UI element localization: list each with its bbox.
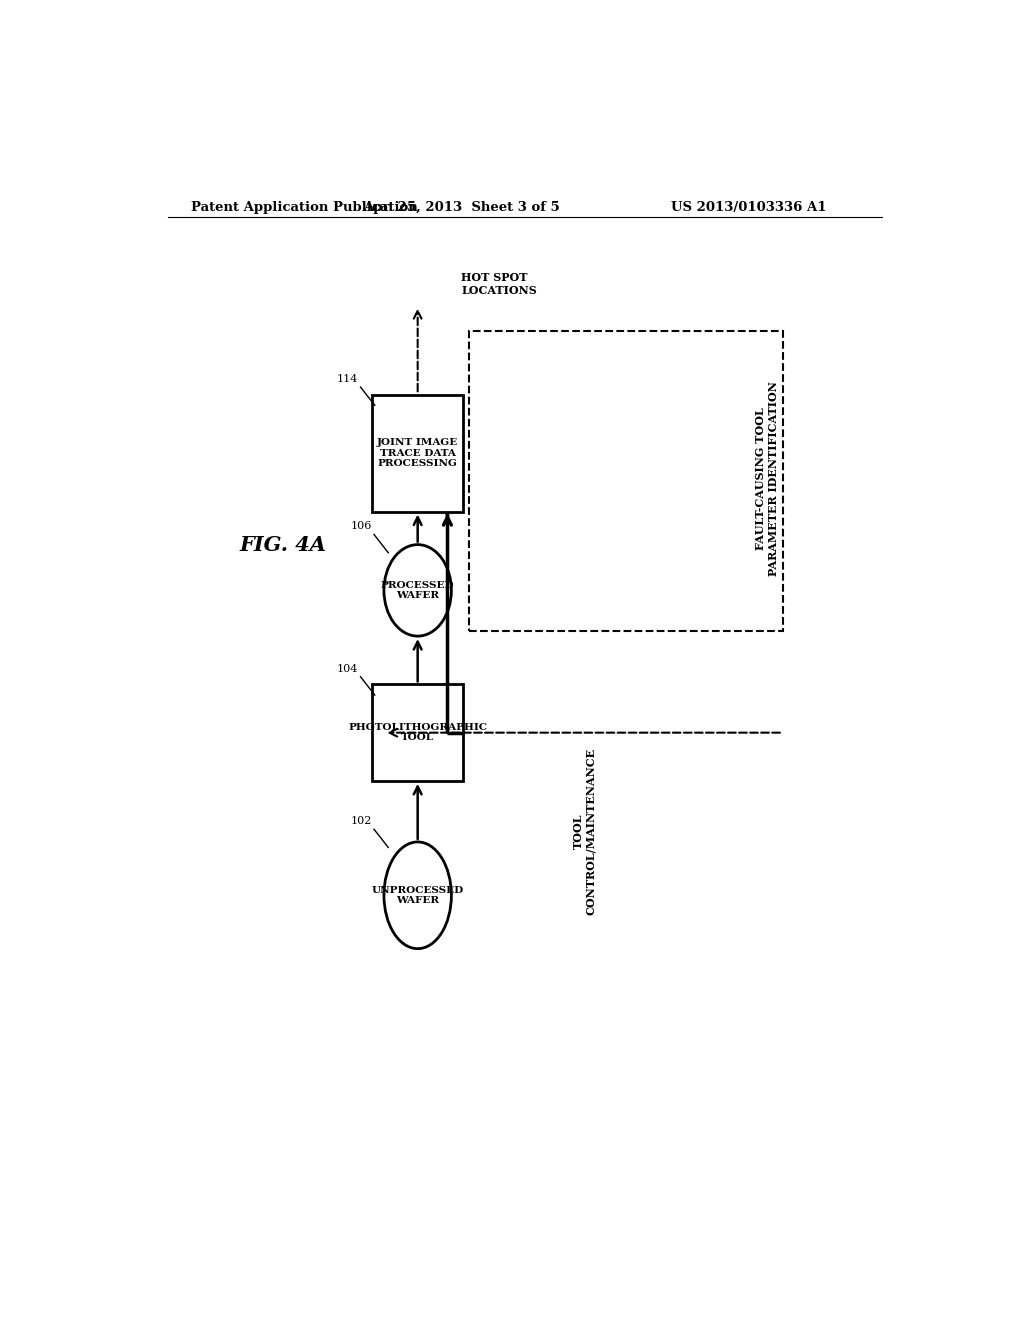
Text: Apr. 25, 2013  Sheet 3 of 5: Apr. 25, 2013 Sheet 3 of 5 bbox=[362, 201, 560, 214]
Text: FAULT-CAUSING TOOL
PARAMETER IDENTIFICATION: FAULT-CAUSING TOOL PARAMETER IDENTIFICAT… bbox=[755, 381, 778, 576]
Text: UNPROCESSED
WAFER: UNPROCESSED WAFER bbox=[372, 886, 464, 906]
Ellipse shape bbox=[384, 545, 452, 636]
Text: FIG. 4A: FIG. 4A bbox=[240, 535, 326, 554]
Text: 104: 104 bbox=[337, 664, 358, 673]
Text: 106: 106 bbox=[350, 521, 372, 532]
FancyBboxPatch shape bbox=[372, 684, 463, 781]
Text: 114: 114 bbox=[337, 374, 358, 384]
Text: Patent Application Publication: Patent Application Publication bbox=[191, 201, 418, 214]
Text: US 2013/0103336 A1: US 2013/0103336 A1 bbox=[671, 201, 826, 214]
Ellipse shape bbox=[384, 842, 452, 949]
Text: JOINT IMAGE
TRACE DATA
PROCESSING: JOINT IMAGE TRACE DATA PROCESSING bbox=[377, 438, 459, 469]
Text: HOT SPOT
LOCATIONS: HOT SPOT LOCATIONS bbox=[461, 272, 537, 296]
Text: 102: 102 bbox=[350, 816, 372, 826]
Text: PROCESSED
WAFER: PROCESSED WAFER bbox=[381, 581, 455, 601]
FancyBboxPatch shape bbox=[372, 395, 463, 512]
Text: TOOL
CONTROL/MAINTENANCE: TOOL CONTROL/MAINTENANCE bbox=[572, 748, 596, 915]
Text: PHOTOLITHOGRAPHIC
TOOL: PHOTOLITHOGRAPHIC TOOL bbox=[348, 723, 487, 742]
